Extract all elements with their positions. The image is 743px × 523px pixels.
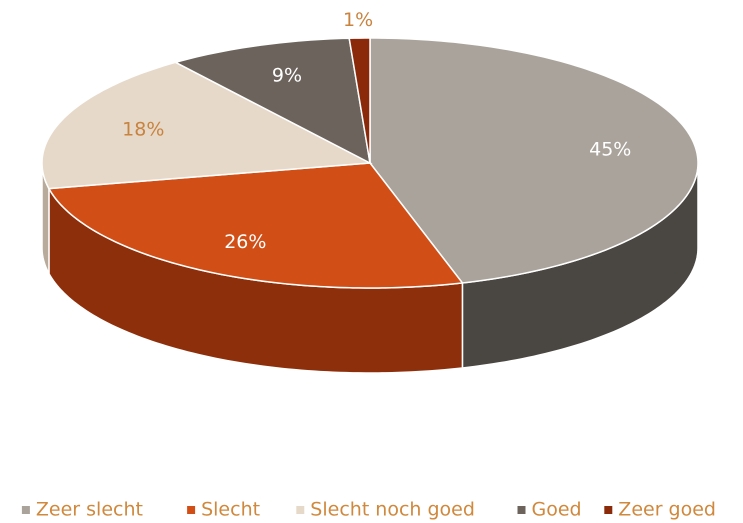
pie-labels: 45% 26% 18% 9% 1% [122,9,631,253]
legend-swatch [296,506,305,514]
pie-slice [173,37,371,165]
pie-tops [41,37,699,289]
legend-swatch [604,506,613,514]
data-label: 18% [122,118,164,140]
legend-label: Slecht [201,499,260,521]
data-label: 1% [343,9,373,31]
data-label: 9% [272,65,302,87]
data-label: 26% [224,231,266,253]
pie-slice [47,162,464,289]
legend: Zeer slecht Slecht Slecht noch goed Goed Zee… [21,499,716,521]
legend-label: Slecht noch goed [310,499,475,521]
pie-slice [41,61,373,190]
legend-swatch [21,506,30,514]
legend-label: Goed [532,499,582,521]
pie-slice [369,37,699,284]
legend-swatch [187,506,196,514]
legend-label: Zeer goed [618,499,716,521]
legend-label: Zeer slecht [36,499,143,521]
pie-slice [348,37,371,164]
data-label: 45% [589,138,631,160]
legend-swatch [517,506,526,514]
